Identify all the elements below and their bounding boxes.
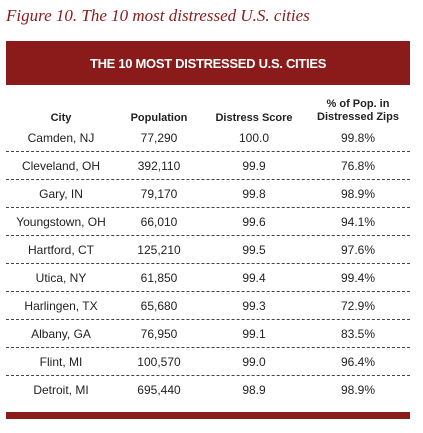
header-pct-distressed: % of Pop. in Distressed Zips: [306, 98, 410, 124]
cell-population: 392,110: [137, 158, 181, 173]
cell-distress-score: 99.8: [242, 186, 266, 201]
figure-title: Figure 10. The 10 most distressed U.S. c…: [6, 6, 310, 25]
banner-title: THE 10 MOST DISTRESSED U.S. CITIES: [89, 55, 327, 71]
cell-distress-score: 99.0: [242, 354, 266, 369]
table-banner: THE 10 MOST DISTRESSED U.S. CITIES: [6, 41, 410, 85]
distressed-cities-table: City Population Distress Score % of Pop.…: [6, 94, 410, 403]
table-body: Camden, NJ 77,290 100.0 99.8% Cleveland, OH 3…: [6, 124, 410, 403]
cell-population: 65,680: [140, 298, 178, 313]
cell-distress-score: 99.4: [242, 270, 266, 285]
cell-city: Gary, IN: [39, 186, 83, 201]
table-row: Gary, IN 79,170 99.8 98.9%: [6, 180, 410, 208]
bottom-rule: [6, 412, 410, 419]
cell-distress-score: 99.1: [242, 326, 266, 341]
table-row: Hartford, CT 125,210 99.5 97.6%: [6, 236, 410, 264]
table-row: Detroit, MI 695,440 98.9 98.9%: [6, 376, 410, 403]
cell-pct-distressed: 76.8%: [340, 158, 376, 173]
header-population: Population: [130, 112, 188, 124]
cell-pct-distressed: 98.9%: [340, 186, 376, 201]
cell-city: Albany, GA: [31, 326, 91, 341]
cell-population: 76,950: [140, 326, 178, 341]
cell-population: 77,290: [140, 130, 178, 145]
cell-distress-score: 99.9: [242, 158, 266, 173]
cell-pct-distressed: 72.9%: [340, 298, 376, 313]
table-row: Utica, NY 61,850 99.4 99.4%: [6, 264, 410, 292]
header-distress-score: Distress Score: [215, 112, 293, 124]
table-row: Cleveland, OH 392,110 99.9 76.8%: [6, 152, 410, 180]
cell-city: Detroit, MI: [33, 382, 89, 397]
cell-pct-distressed: 99.4%: [340, 270, 376, 285]
table-header-row: City Population Distress Score % of Pop.…: [6, 94, 410, 124]
cell-pct-distressed: 96.4%: [340, 354, 376, 369]
cell-population: 79,170: [140, 186, 178, 201]
table-row: Youngstown, OH 66,010 99.6 94.1%: [6, 208, 410, 236]
cell-city: Hartford, CT: [27, 242, 94, 257]
cell-city: Youngstown, OH: [16, 214, 106, 229]
cell-distress-score: 99.3: [242, 298, 266, 313]
cell-distress-score: 99.6: [242, 214, 266, 229]
table-row: Harlingen, TX 65,680 99.3 72.9%: [6, 292, 410, 320]
cell-population: 100,570: [137, 354, 181, 369]
table-row: Camden, NJ 77,290 100.0 99.8%: [6, 124, 410, 152]
cell-pct-distressed: 83.5%: [340, 326, 376, 341]
cell-population: 66,010: [140, 214, 178, 229]
cell-distress-score: 99.5: [242, 242, 266, 257]
cell-pct-distressed: 99.8%: [340, 130, 376, 145]
cell-pct-distressed: 98.9%: [340, 382, 376, 397]
cell-distress-score: 100.0: [238, 130, 270, 145]
header-city: City: [50, 112, 72, 124]
cell-population: 61,850: [140, 270, 178, 285]
cell-pct-distressed: 94.1%: [340, 214, 376, 229]
cell-pct-distressed: 97.6%: [340, 242, 376, 257]
table-row: Albany, GA 76,950 99.1 83.5%: [6, 320, 410, 348]
table-row: Flint, MI 100,570 99.0 96.4%: [6, 348, 410, 376]
header-pct-line1: % of Pop. in: [326, 98, 390, 110]
cell-city: Harlingen, TX: [24, 298, 98, 313]
cell-city: Flint, MI: [39, 354, 83, 369]
cell-city: Cleveland, OH: [21, 158, 101, 173]
cell-population: 695,440: [137, 382, 181, 397]
cell-distress-score: 98.9: [242, 382, 266, 397]
cell-city: Camden, NJ: [27, 130, 95, 145]
cell-population: 125,210: [137, 242, 181, 257]
cell-city: Utica, NY: [35, 270, 87, 285]
header-pct-line2: Distressed Zips: [317, 111, 399, 123]
